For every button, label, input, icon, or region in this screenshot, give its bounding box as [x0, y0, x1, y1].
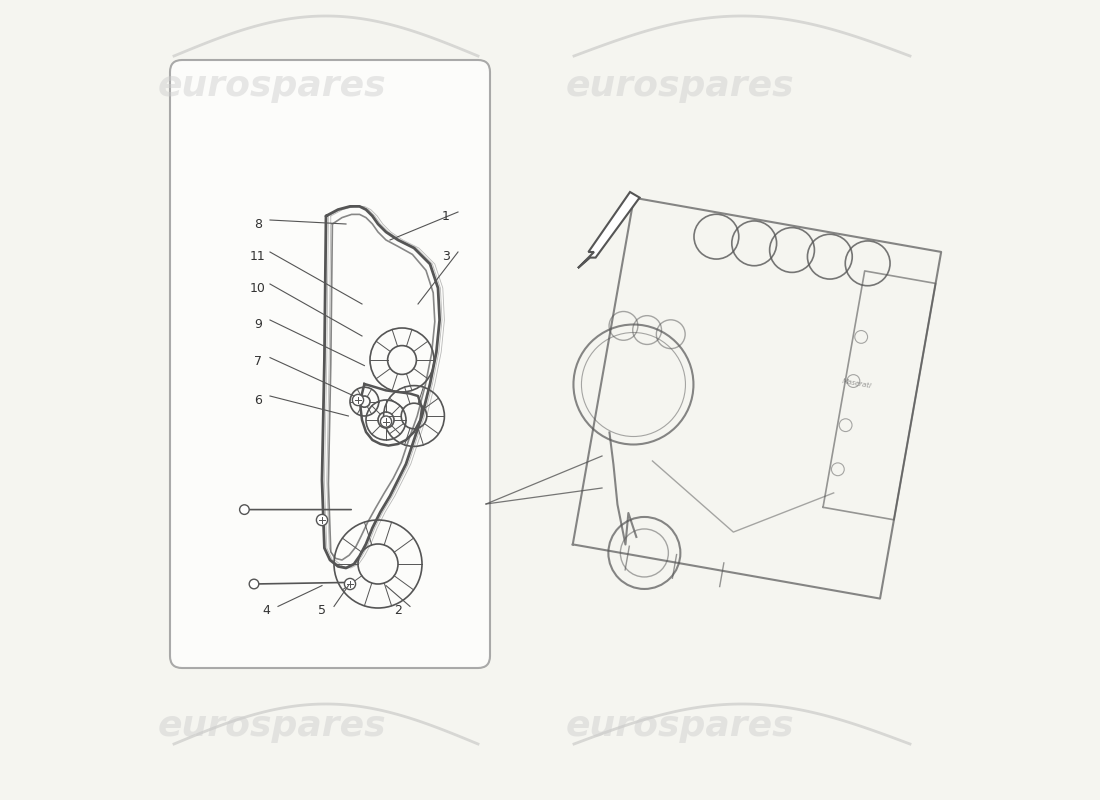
Text: Maserati: Maserati [842, 378, 872, 389]
Text: 3: 3 [442, 250, 450, 262]
Text: 10: 10 [250, 282, 266, 294]
Text: eurospares: eurospares [158, 709, 386, 743]
Text: 6: 6 [254, 394, 262, 406]
Text: 2: 2 [394, 604, 402, 617]
Text: 8: 8 [254, 218, 262, 230]
FancyBboxPatch shape [170, 60, 490, 668]
Text: eurospares: eurospares [566, 69, 794, 103]
Circle shape [352, 394, 364, 406]
Circle shape [250, 579, 258, 589]
Polygon shape [578, 192, 639, 268]
Text: eurospares: eurospares [158, 69, 386, 103]
Text: 11: 11 [250, 250, 266, 262]
Text: 7: 7 [254, 355, 262, 368]
Text: 9: 9 [254, 318, 262, 330]
Circle shape [344, 578, 355, 590]
Text: 5: 5 [318, 604, 326, 617]
Circle shape [317, 514, 328, 526]
Text: 4: 4 [262, 604, 270, 617]
Circle shape [240, 505, 250, 514]
Circle shape [381, 416, 392, 427]
Text: eurospares: eurospares [566, 709, 794, 743]
Text: 1: 1 [442, 210, 450, 222]
